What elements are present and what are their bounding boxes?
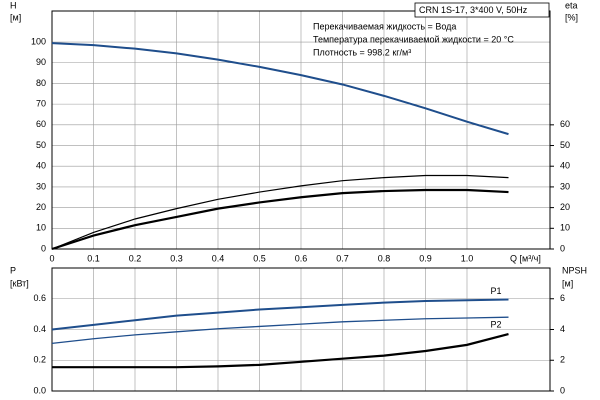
- annotation: Температура перекачиваемой жидкости = 20…: [313, 34, 514, 44]
- y-axis-label: H: [10, 0, 17, 10]
- y-tick-label: 100: [31, 36, 46, 46]
- y2-tick-label: 10: [560, 223, 570, 233]
- y-tick-label: 90: [36, 57, 46, 67]
- x-tick-label: 1.0: [461, 253, 474, 263]
- line: [52, 333, 509, 369]
- y-axis-label: [м]: [10, 12, 21, 22]
- y-tick-label: 80: [36, 78, 46, 88]
- line: [51, 316, 509, 344]
- y2-axis-label: NPSH: [562, 265, 587, 275]
- annotation: Плотность = 998.2 кг/м³: [313, 47, 411, 57]
- series-label: P1: [491, 286, 502, 296]
- y-tick-label: 0.0: [33, 385, 46, 395]
- y-tick-label: 0: [41, 243, 46, 253]
- y2-tick-label: 0: [560, 385, 565, 395]
- y-axis-label: [кВт]: [10, 278, 29, 288]
- y-tick-label: 0.6: [33, 293, 46, 303]
- x-tick-label: 0.2: [129, 253, 142, 263]
- line: [51, 174, 509, 250]
- x-tick-label: 0.7: [336, 253, 349, 263]
- x-tick-label: 0.9: [419, 253, 432, 263]
- line: [51, 298, 509, 331]
- plot: 0 0.1 0.2 0.3 0.4 0.5 0.6 0.7 0.8 0.9 1.0 0 10 20 30 40…: [10, 0, 578, 263]
- y2-tick-label: 60: [560, 119, 570, 129]
- line: [51, 188, 509, 251]
- y-tick-label: 20: [36, 202, 46, 212]
- y2-tick-label: 20: [560, 202, 570, 212]
- y-tick-label: 70: [36, 99, 46, 109]
- y-tick-label: 40: [36, 161, 46, 171]
- plot-frame: [51, 10, 551, 250]
- y2-tick-label: 2: [560, 355, 565, 365]
- y2-tick-label: 50: [560, 140, 570, 150]
- x-tick-label: 0.5: [253, 253, 266, 263]
- x-tick-label: 0.3: [170, 253, 183, 263]
- x-tick-label: 0.4: [212, 253, 225, 263]
- y2-tick-label: 4: [560, 324, 565, 334]
- y2-axis-label: [м]: [562, 278, 573, 288]
- y2-axis-label: eta: [565, 0, 578, 10]
- plots: 0 0.1 0.2 0.3 0.4 0.5 0.6 0.7 0.8 0.9 1.0010203040…: [10, 0, 587, 395]
- chart-title: CRN 1S-17, 3*400 V, 50Hz: [419, 5, 528, 15]
- plot: 0.0 0.2 0.4 0.6 0 2 4 6 P [кВт] NPSH [м] P1 P2: [10, 265, 587, 395]
- y-tick-label: 50: [36, 140, 46, 150]
- title-box: [414, 2, 550, 18]
- y-tick-label: 30: [36, 181, 46, 191]
- y2-tick-label: 30: [560, 181, 570, 191]
- line: [51, 42, 509, 136]
- series-label: P2: [491, 320, 502, 330]
- x-tick-label: 0.1: [87, 253, 100, 263]
- y-tick-label: 10: [36, 223, 46, 233]
- y-tick-label: 0.2: [33, 355, 46, 365]
- x-axis-label: Q [м³/ч]: [510, 253, 541, 263]
- x-tick-label: 0.6: [295, 253, 308, 263]
- y2-tick-label: 0: [560, 243, 565, 253]
- x-tick-label: 0.8: [378, 253, 391, 263]
- y2-axis-label: [%]: [565, 12, 578, 22]
- y-tick-label: 0.4: [33, 324, 46, 334]
- y2-tick-label: 6: [560, 293, 565, 303]
- y-tick-label: 60: [36, 119, 46, 129]
- annotation: Перекачиваемая жидкость = Вода: [313, 21, 456, 31]
- x-tick-label: 0: [49, 253, 54, 263]
- y2-tick-label: 40: [560, 161, 570, 171]
- y-axis-label: P: [10, 265, 16, 275]
